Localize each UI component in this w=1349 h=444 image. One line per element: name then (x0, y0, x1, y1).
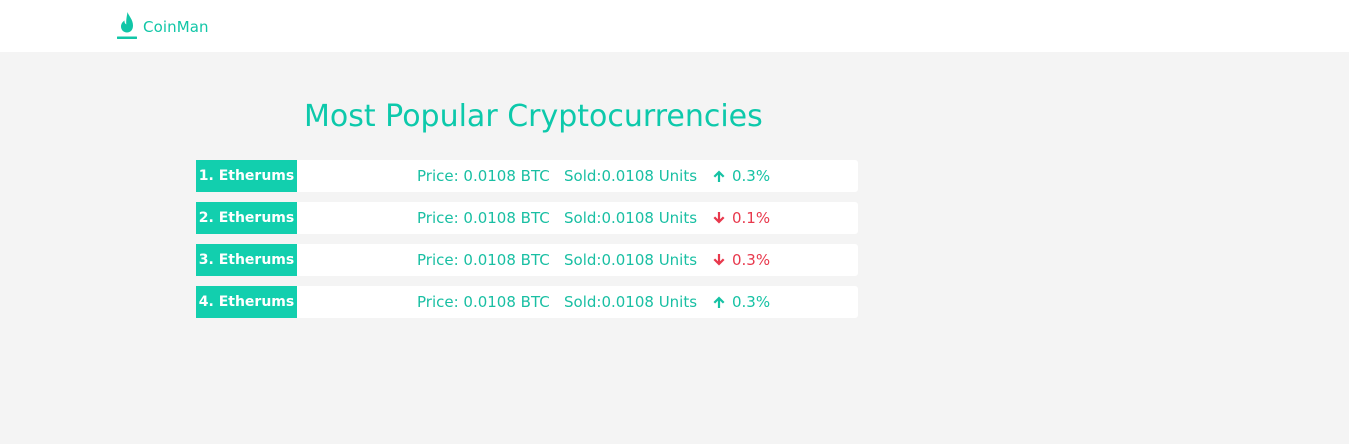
change-indicator: 0.3% (712, 244, 770, 276)
currency-name: 1. Etherums (196, 160, 297, 192)
list-item[interactable]: 4. Etherums Price: 0.0108 BTC Sold:0.010… (196, 286, 858, 318)
change-value: 0.3% (732, 292, 771, 311)
arrow-down-icon (713, 212, 725, 224)
arrow-down-icon (713, 254, 725, 266)
top-navbar: CoinMan (0, 0, 1349, 52)
price-text: Price: 0.0108 BTC (417, 251, 550, 269)
sold-text: Sold:0.0108 Units (564, 251, 698, 269)
change-indicator: 0.1% (712, 202, 770, 234)
arrow-up-icon (713, 296, 725, 308)
sold-text: Sold:0.0108 Units (564, 209, 698, 227)
currency-name: 4. Etherums (196, 286, 297, 318)
price-text: Price: 0.0108 BTC (417, 167, 550, 185)
change-value: 0.3% (732, 166, 771, 185)
list-item[interactable]: 1. Etherums Price: 0.0108 BTC Sold:0.010… (196, 160, 858, 192)
brand-home-link[interactable]: CoinMan (116, 11, 209, 41)
change-value: 0.3% (732, 250, 771, 269)
crypto-list: 1. Etherums Price: 0.0108 BTC Sold:0.010… (196, 160, 858, 328)
sold-text: Sold:0.0108 Units (564, 167, 698, 185)
currency-name: 3. Etherums (196, 244, 297, 276)
price-text: Price: 0.0108 BTC (417, 293, 550, 311)
change-value: 0.1% (732, 208, 771, 227)
list-item[interactable]: 3. Etherums Price: 0.0108 BTC Sold:0.010… (196, 244, 858, 276)
change-indicator: 0.3% (712, 160, 770, 192)
sold-text: Sold:0.0108 Units (564, 293, 698, 311)
flame-drop-icon (117, 12, 137, 39)
currency-name: 2. Etherums (196, 202, 297, 234)
change-indicator: 0.3% (712, 286, 770, 318)
price-text: Price: 0.0108 BTC (417, 209, 550, 227)
brand-name: CoinMan (143, 17, 209, 36)
page-title: Most Popular Cryptocurrencies (304, 99, 763, 134)
list-item[interactable]: 2. Etherums Price: 0.0108 BTC Sold:0.010… (196, 202, 858, 234)
arrow-up-icon (713, 170, 725, 182)
